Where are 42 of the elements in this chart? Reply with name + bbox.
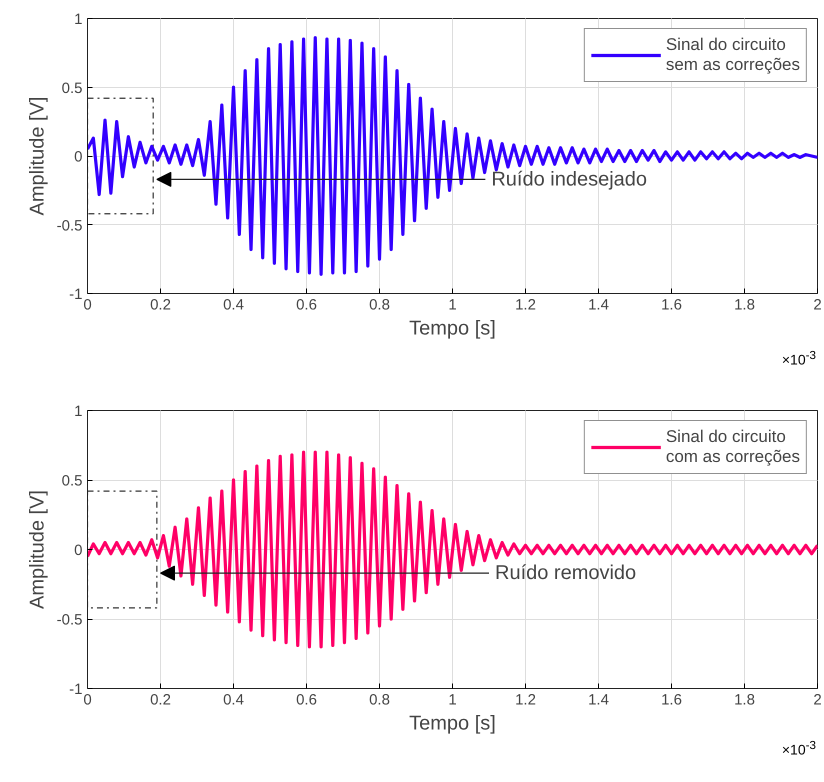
x-tick-label: 0.4 xyxy=(223,296,244,314)
x-tick-label: 2 xyxy=(813,296,822,314)
x-tick-label: 1 xyxy=(448,296,457,314)
y-tick-label: -1 xyxy=(69,286,83,303)
annotation: Ruído indesejado xyxy=(491,168,648,190)
x-axis-title: Tempo [s] xyxy=(409,318,496,340)
x-tick-label: 0.6 xyxy=(296,296,317,314)
y-tick-label: -1 xyxy=(69,681,83,698)
x-tick-label: 1.8 xyxy=(734,692,755,708)
line-series xyxy=(88,450,818,648)
x-tick-label: 0.6 xyxy=(296,692,317,708)
x-tick-label: 1 xyxy=(448,692,457,708)
y-tick-label: 0 xyxy=(74,148,82,166)
x-tick-label: 0.8 xyxy=(369,692,390,708)
text: ×10$^{-3}$ xyxy=(782,738,816,758)
x-tick-label: 1.4 xyxy=(588,296,609,314)
x-tick-label: 1.8 xyxy=(734,296,755,314)
text: ×10$^{-3}$ xyxy=(782,348,816,368)
x-tick-label: 0.8 xyxy=(369,296,390,314)
line-series xyxy=(88,36,818,276)
x-axis-title: Tempo [s] xyxy=(409,712,496,734)
y-axis-title: Amplitude [V] xyxy=(26,490,49,609)
y-tick-label: 1 xyxy=(74,11,82,28)
x-tick-label: 1.2 xyxy=(515,692,536,708)
annotation: Ruído removido xyxy=(495,562,636,584)
y-tick-label: 1 xyxy=(74,403,82,420)
x-tick-label: 1.2 xyxy=(515,296,536,314)
legend-label: Sinal do circuito sem as correções xyxy=(666,35,800,75)
y-tick-label: -0.5 xyxy=(56,217,83,234)
y-tick-label: -0.5 xyxy=(56,612,83,628)
x-tick-label: 0.2 xyxy=(150,692,171,708)
y-axis-title: Amplitude [V] xyxy=(26,96,49,216)
x-tick-label: 0.2 xyxy=(150,296,171,314)
x-tick-label: 1.4 xyxy=(588,692,609,708)
legend-label: Sinal do circuito com as correções xyxy=(666,427,800,467)
x-tick-label: 1.6 xyxy=(661,692,682,708)
x-tick-label: 0.4 xyxy=(223,692,244,708)
x-tick-label: 2 xyxy=(813,692,822,708)
y-tick-label: 0.5 xyxy=(62,472,83,490)
y-tick-label: 0.5 xyxy=(62,80,83,97)
x-tick-label: 1.6 xyxy=(661,296,682,314)
y-tick-label: 0 xyxy=(74,542,82,559)
